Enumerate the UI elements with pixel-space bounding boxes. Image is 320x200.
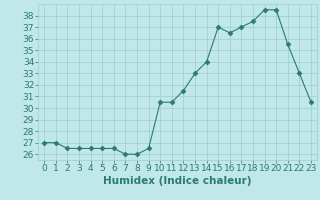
- X-axis label: Humidex (Indice chaleur): Humidex (Indice chaleur): [103, 176, 252, 186]
